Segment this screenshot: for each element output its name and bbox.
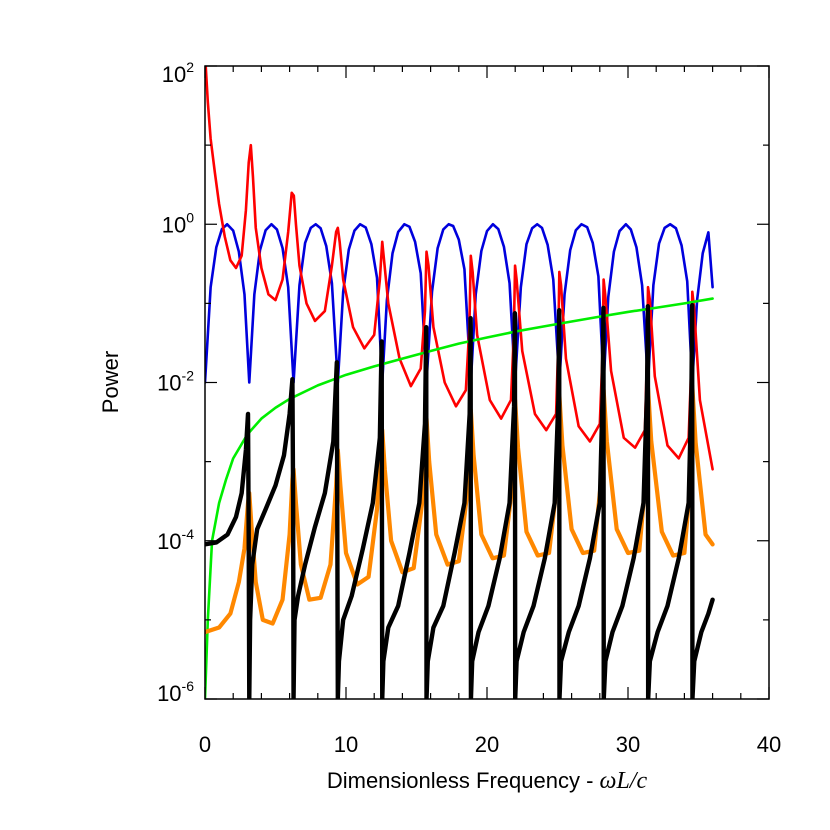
series-line-0	[205, 222, 714, 384]
x-tick-label: 20	[475, 732, 499, 757]
y-tick-label: 10-6	[157, 678, 194, 706]
x-axis-title-math: ωL/c	[600, 768, 648, 794]
series-line-4	[205, 302, 715, 699]
y-tick-labels: 102 100 10-2 10-4 10-6	[157, 59, 194, 706]
y-tick-label: 10-2	[157, 368, 194, 396]
x-axis-title-text: Dimensionless Frequency -	[327, 768, 600, 793]
x-tick-label: 40	[757, 732, 781, 757]
y-axis-title: Power	[98, 351, 123, 413]
x-axis-title: Dimensionless Frequency - ωL/c	[327, 768, 648, 794]
series-line-3	[205, 384, 715, 635]
y-tick-label: 100	[162, 209, 194, 237]
x-tick-labels: 0 10 20 30 40	[199, 732, 781, 757]
y-tick-label: 10-4	[157, 526, 194, 554]
ticks-layer	[204, 65, 770, 700]
x-tick-label: 0	[199, 732, 211, 757]
y-tick-label: 102	[162, 59, 194, 87]
series-line-2	[205, 297, 714, 699]
series-line-1	[205, 66, 714, 471]
x-tick-label: 10	[334, 732, 358, 757]
x-tick-label: 30	[616, 732, 640, 757]
series-layer	[205, 66, 715, 699]
